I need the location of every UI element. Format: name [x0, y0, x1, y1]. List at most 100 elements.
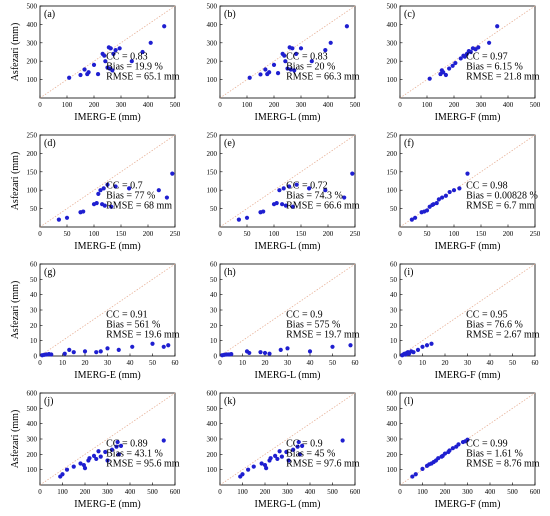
scatter-panel: 0 10 20 30 40 50 60 0 10 20 30 40 50 60 (i) IMERG-F (mm… [390, 261, 540, 382]
stat-line: Bias = 0.00828 % [466, 190, 538, 201]
identity-line [219, 134, 356, 228]
data-point [273, 453, 278, 458]
x-tick-label: 0 [218, 230, 222, 238]
data-point [240, 472, 245, 477]
identity-line [399, 263, 536, 357]
y-tick-label: 200 [387, 150, 398, 158]
data-point [420, 466, 425, 471]
stat-line: RMSE = 97.6 mm [286, 458, 360, 469]
data-point [105, 458, 110, 463]
data-point [95, 71, 101, 77]
x-axis-label: IMERG-E (mm) [74, 499, 140, 510]
y-tick-label: 400 [387, 21, 398, 29]
y-axis-label: Asfezari (mm) [10, 281, 21, 340]
data-point [91, 453, 97, 458]
data-point [286, 458, 291, 463]
y-tick-label: 40 [390, 291, 398, 299]
data-point [468, 49, 473, 55]
scatter-panel: 0 50 100 150 200 250 50 100 150 200 250 (e) IMERG-L … [207, 132, 361, 253]
x-tick-label: 600 [350, 488, 361, 496]
data-point [442, 451, 448, 456]
data-point [166, 343, 171, 348]
y-tick-label: 300 [207, 39, 218, 47]
y-tick-label: 300 [27, 39, 38, 47]
data-point [140, 49, 145, 55]
stat-line: RMSE = 66.3 mm [286, 71, 360, 82]
data-point [78, 72, 83, 78]
x-tick-label: 200 [260, 488, 271, 496]
panel-label: (b) [224, 9, 236, 20]
data-point [283, 59, 288, 64]
data-point [94, 456, 99, 462]
data-point [98, 349, 103, 354]
data-point [109, 447, 115, 452]
x-axis-label: IMERG-L (mm) [254, 112, 320, 123]
data-point [285, 346, 290, 351]
x-axis-label: IMERG-F (mm) [435, 112, 501, 123]
data-point [82, 67, 87, 72]
x-tick-label: 400 [503, 101, 514, 109]
y-tick-label: 500 [207, 3, 218, 11]
y-tick-label: 200 [27, 150, 38, 158]
x-tick-label: 20 [82, 359, 90, 367]
x-tick-label: 0 [38, 359, 42, 367]
data-point [323, 48, 328, 53]
x-tick-label: 40 [307, 359, 315, 367]
data-point [465, 171, 470, 176]
x-axis-label: IMERG-E (mm) [74, 112, 140, 123]
stat-line: CC = 0.99 [466, 438, 507, 449]
data-point [49, 352, 54, 357]
x-tick-label: 0 [38, 488, 42, 496]
stat-line: CC = 0.72 [286, 180, 327, 191]
y-tick-label: 250 [27, 132, 38, 140]
x-tick-label: 300 [462, 488, 473, 496]
scatter-panel: 0 10 20 30 40 50 60 0 10 20 30 40 50 60 (h) IMERG-L (mm… [210, 261, 360, 382]
data-point [307, 186, 312, 191]
data-point [298, 46, 304, 51]
data-point [148, 40, 153, 45]
data-point [487, 40, 492, 45]
x-tick-label: 50 [424, 230, 432, 238]
x-tick-label: 200 [80, 488, 91, 496]
data-point [71, 350, 76, 355]
y-tick-label: 50 [30, 205, 38, 213]
scatter-panel: 0 100 200 300 400 500 100 200 300 400 500 (c) IMERG-… [387, 3, 541, 124]
data-point [162, 24, 167, 29]
x-tick-label: 10 [419, 359, 427, 367]
stat-line: RMSE = 66.6 mm [286, 200, 360, 211]
x-tick-label: 0 [398, 359, 402, 367]
x-tick-label: 40 [487, 359, 495, 367]
identity-line [39, 5, 176, 99]
data-point [98, 454, 103, 459]
data-point [64, 215, 70, 220]
plot-frame [399, 134, 536, 228]
y-tick-label: 10 [210, 337, 218, 345]
x-tick-label: 250 [530, 230, 541, 238]
x-tick-label: 200 [323, 230, 334, 238]
panel-label: (j) [44, 396, 53, 407]
data-point [71, 464, 76, 469]
stat-line: Bias = 1.61 % [466, 448, 523, 459]
data-point [113, 184, 118, 189]
data-point [279, 454, 284, 459]
data-point [283, 203, 288, 208]
x-tick-label: 100 [62, 101, 73, 109]
data-point [156, 188, 161, 193]
x-tick-label: 100 [417, 488, 428, 496]
identity-line [219, 263, 356, 357]
y-tick-label: 500 [387, 405, 398, 413]
y-tick-label: 200 [387, 58, 398, 66]
data-point [67, 347, 72, 352]
x-tick-label: 60 [352, 359, 360, 367]
scatter-panel: 0 100 200 300 400 500 600 100 200 300 400 500 600 (l)… [387, 390, 541, 511]
data-point [236, 217, 241, 222]
stat-line: Bias = 74.3 % [286, 190, 343, 201]
panel-label: (i) [404, 267, 413, 278]
data-point [424, 208, 430, 213]
identity-line [219, 392, 356, 486]
y-tick-label: 100 [207, 76, 218, 84]
data-point [116, 347, 121, 352]
data-point [251, 464, 256, 469]
stat-line: RMSE = 65.1 mm [106, 71, 180, 82]
y-tick-label: 500 [207, 405, 218, 413]
